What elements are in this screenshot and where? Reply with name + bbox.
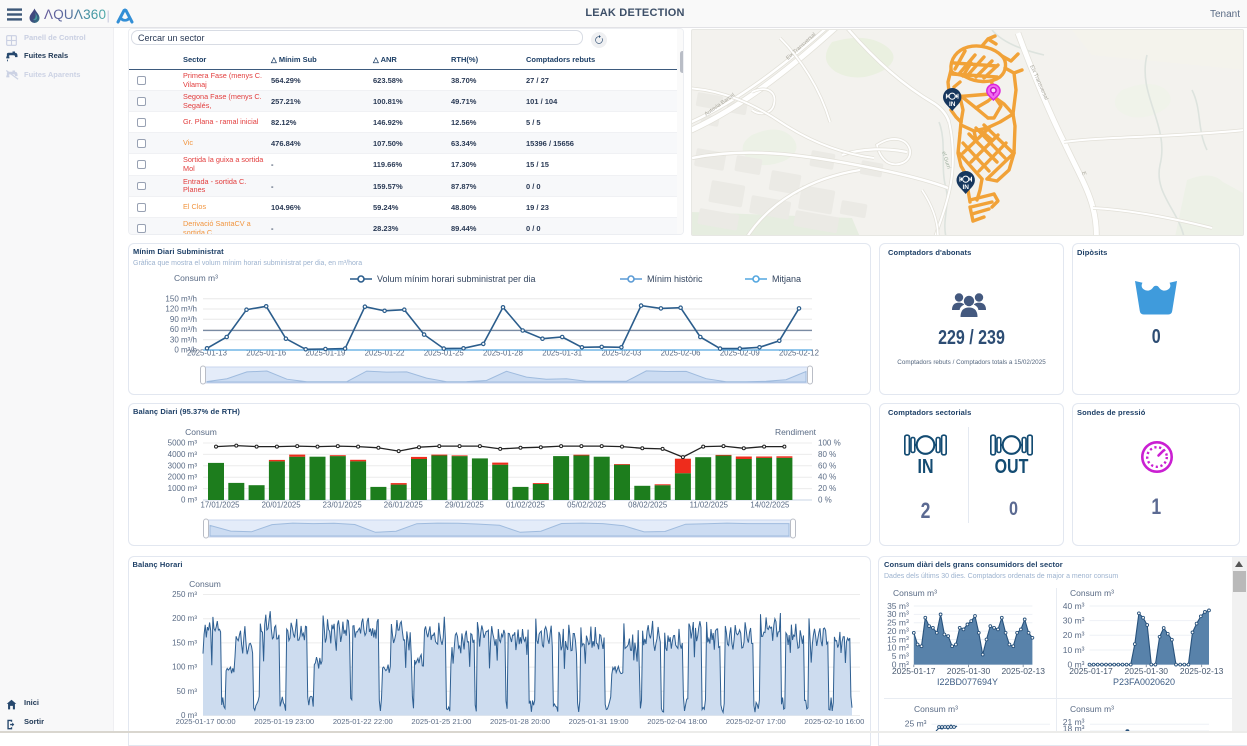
svg-text:el Gurri: el Gurri [940,151,951,170]
svg-text:Eix Transversal: Eix Transversal [1028,64,1049,101]
svg-text:IN: IN [949,101,956,108]
svg-text:IN: IN [962,184,969,191]
